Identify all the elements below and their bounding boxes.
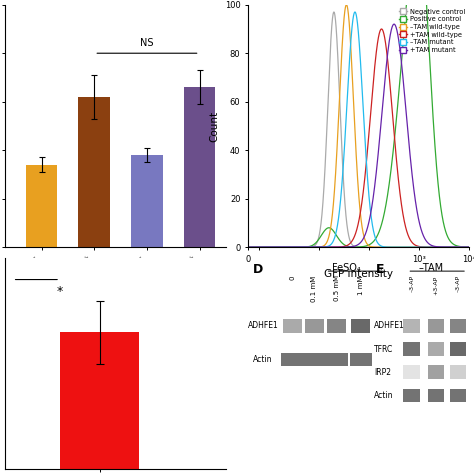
Bar [60, 332, 139, 469]
Text: Actin: Actin [253, 355, 272, 364]
Bar [450, 319, 466, 333]
Bar [327, 319, 346, 333]
Bar [350, 353, 372, 366]
Legend: Negative control, Positive control, –TAM wild-type, +TAM wild-type, –TAM mutant,: Negative control, Positive control, –TAM… [399, 8, 466, 54]
Text: E: E [376, 263, 385, 276]
Text: –3-AP: –3-AP [409, 275, 414, 292]
Text: FeSO₄: FeSO₄ [332, 263, 361, 273]
Bar [450, 342, 466, 356]
Bar [281, 353, 303, 366]
Bar [428, 389, 444, 402]
Text: –TAM: –TAM [419, 263, 444, 273]
Bar [428, 319, 444, 333]
Text: Actin: Actin [374, 391, 393, 400]
Bar [326, 353, 347, 366]
Text: –3-AP: –3-AP [456, 275, 461, 292]
Text: WT: WT [30, 317, 46, 327]
Bar [450, 389, 466, 402]
Bar [403, 365, 420, 379]
Text: 0.5 mM: 0.5 mM [334, 275, 339, 301]
Bar [450, 365, 466, 379]
Bar [428, 342, 444, 356]
Text: *: * [57, 285, 63, 298]
Bar [351, 319, 370, 333]
Bar [79, 97, 110, 247]
Bar [184, 87, 215, 247]
Bar [403, 389, 420, 402]
Text: TFRC: TFRC [374, 345, 393, 354]
Text: +3-AP: +3-AP [434, 275, 438, 294]
Bar [403, 342, 420, 356]
Bar [131, 155, 163, 247]
X-axis label: GFP intensity: GFP intensity [324, 269, 393, 279]
Bar [303, 353, 326, 366]
Text: ADHFE1: ADHFE1 [248, 321, 279, 330]
Text: IRP2: IRP2 [374, 368, 391, 377]
Bar [26, 165, 57, 247]
Text: D: D [253, 263, 263, 276]
Text: 1 mM: 1 mM [358, 275, 364, 295]
Y-axis label: Count: Count [209, 110, 219, 142]
Bar [305, 319, 324, 333]
Bar [403, 319, 420, 333]
Text: Mutant: Mutant [146, 317, 182, 327]
Text: 0: 0 [289, 275, 295, 280]
Text: NS: NS [140, 38, 154, 48]
Text: ADHFE1: ADHFE1 [374, 321, 405, 330]
Bar [283, 319, 301, 333]
Bar [428, 365, 444, 379]
Text: 0.1 mM: 0.1 mM [311, 275, 318, 301]
